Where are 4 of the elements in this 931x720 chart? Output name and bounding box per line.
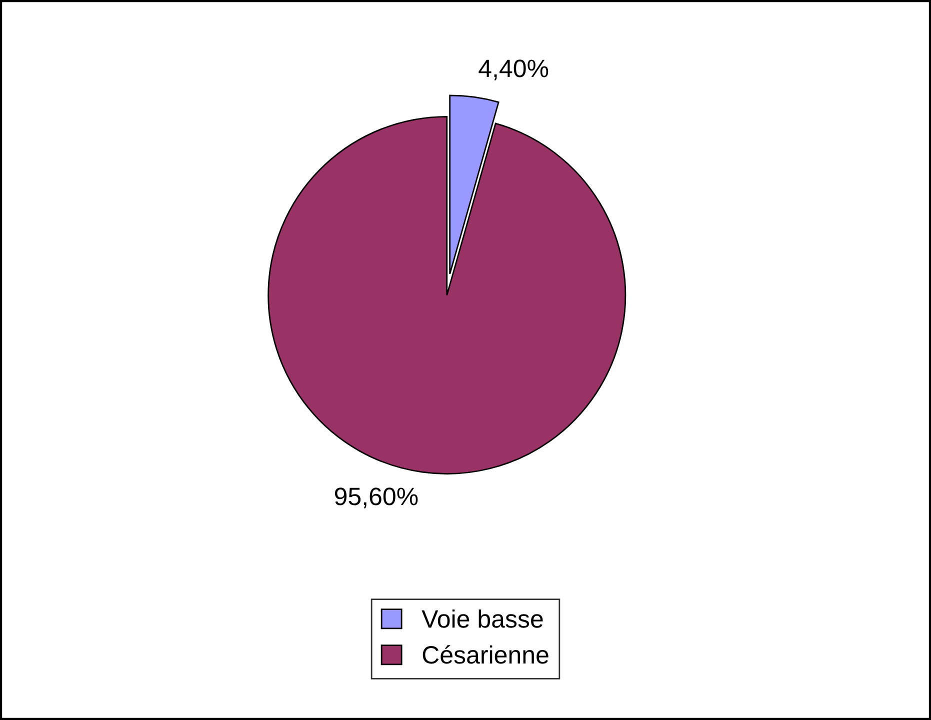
legend-label: Césarienne xyxy=(422,645,548,664)
data-label: 4,40% xyxy=(478,60,548,80)
legend-label: Voie basse xyxy=(422,609,543,628)
data-label: 95,60% xyxy=(334,488,418,508)
